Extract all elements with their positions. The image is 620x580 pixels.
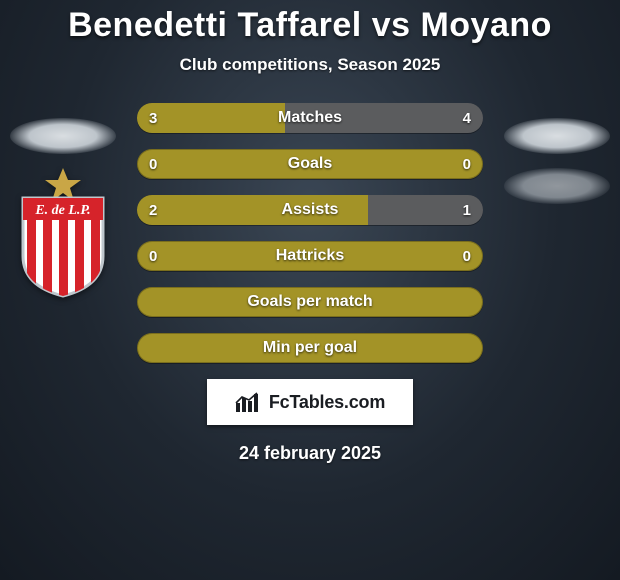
stat-row: 0 0Goals — [137, 149, 483, 179]
stat-value-left: 0 — [149, 149, 157, 179]
bar-fill-left — [137, 195, 368, 225]
stat-label: Hattricks — [137, 241, 483, 271]
stat-label: Goals — [137, 149, 483, 179]
stat-row: Goals per match — [137, 287, 483, 317]
page-title: Benedetti Taffarel vs Moyano — [0, 0, 620, 45]
stat-value-right: 0 — [463, 241, 471, 271]
player-left-crest-area: E. de L.P. — [8, 118, 118, 298]
crest-text: E. de L.P. — [34, 203, 90, 218]
stat-value-right: 1 — [463, 195, 471, 225]
subtitle: Club competitions, Season 2025 — [0, 55, 620, 75]
stat-value-left: 2 — [149, 195, 157, 225]
stat-row: 34Matches — [137, 103, 483, 133]
footer-date: 24 february 2025 — [0, 443, 620, 464]
stat-value-left: 0 — [149, 241, 157, 271]
stat-row: 0 0Hattricks — [137, 241, 483, 271]
brand-text: FcTables.com — [269, 392, 385, 413]
stats-bars: 34Matches00Goals21Assists00HattricksGoal… — [137, 103, 483, 363]
stat-value-left: 3 — [149, 103, 157, 133]
bar-fill-left — [137, 103, 285, 133]
crest-halo-right-2 — [504, 168, 610, 204]
stat-value-right: 4 — [463, 103, 471, 133]
bar-fill-right — [285, 103, 483, 133]
stat-label: Min per goal — [137, 333, 483, 363]
stat-label: Goals per match — [137, 287, 483, 317]
crest-halo-right-1 — [504, 118, 610, 154]
brand-box: FcTables.com — [207, 379, 413, 425]
crest-halo-left — [10, 118, 116, 154]
stat-value-right: 0 — [463, 149, 471, 179]
player-right-crest-area — [502, 118, 612, 218]
club-crest-left: E. de L.P. — [13, 168, 113, 298]
brand-chart-icon — [235, 391, 261, 413]
stat-row: 21Assists — [137, 195, 483, 225]
stat-row: Min per goal — [137, 333, 483, 363]
